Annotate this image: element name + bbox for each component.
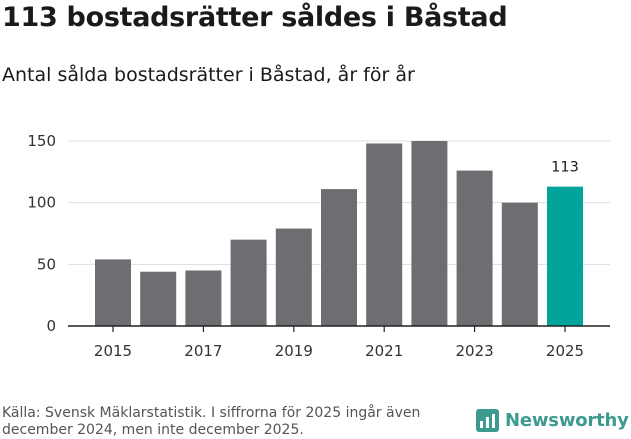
x-tick-label-2025: 2025 <box>546 342 584 360</box>
y-tick-label-100: 100 <box>27 194 56 212</box>
newsworthy-logo-icon <box>476 409 499 432</box>
x-tick-label-2017: 2017 <box>184 342 222 360</box>
bars <box>95 141 583 326</box>
x-tick-label-2021: 2021 <box>365 342 403 360</box>
brand-name: Newsworthy <box>505 410 629 431</box>
chart-title: 113 bostadsrätter såldes i Båstad <box>2 2 508 33</box>
y-tick-label-150: 150 <box>27 132 56 150</box>
bar-2018 <box>230 239 267 326</box>
bar-2017 <box>185 270 222 326</box>
bar-2016 <box>140 271 177 326</box>
bar-2021 <box>366 143 403 326</box>
bar-2025 <box>547 186 583 326</box>
bar-2024 <box>501 202 538 326</box>
y-tick-label-50: 50 <box>37 255 56 273</box>
labels: 0 50 100 150 2015 2017 2019 2021 2023 2025 113 <box>27 132 584 360</box>
bar-chart: 0 50 100 150 2015 2017 2019 2021 2023 2025 113 <box>27 132 610 360</box>
bar-2015 <box>95 259 131 326</box>
source-note: Källa: Svensk Mäklarstatistik. I siffror… <box>2 405 421 438</box>
bar-2020 <box>321 189 357 326</box>
data-label-2025: 113 <box>551 160 579 176</box>
x-tick-label-2023: 2023 <box>456 342 494 360</box>
bar-2023 <box>456 170 493 326</box>
x-tick-label-2015: 2015 <box>94 342 132 360</box>
axes <box>68 325 610 332</box>
y-tick-label-0: 0 <box>46 317 56 335</box>
x-tick-label-2019: 2019 <box>275 342 313 360</box>
bar-2022 <box>411 141 448 326</box>
brand-logo: Newsworthy <box>476 409 629 432</box>
chart-subtitle: Antal sålda bostadsrätter i Båstad, år f… <box>2 64 415 86</box>
bar-2019 <box>275 228 312 326</box>
